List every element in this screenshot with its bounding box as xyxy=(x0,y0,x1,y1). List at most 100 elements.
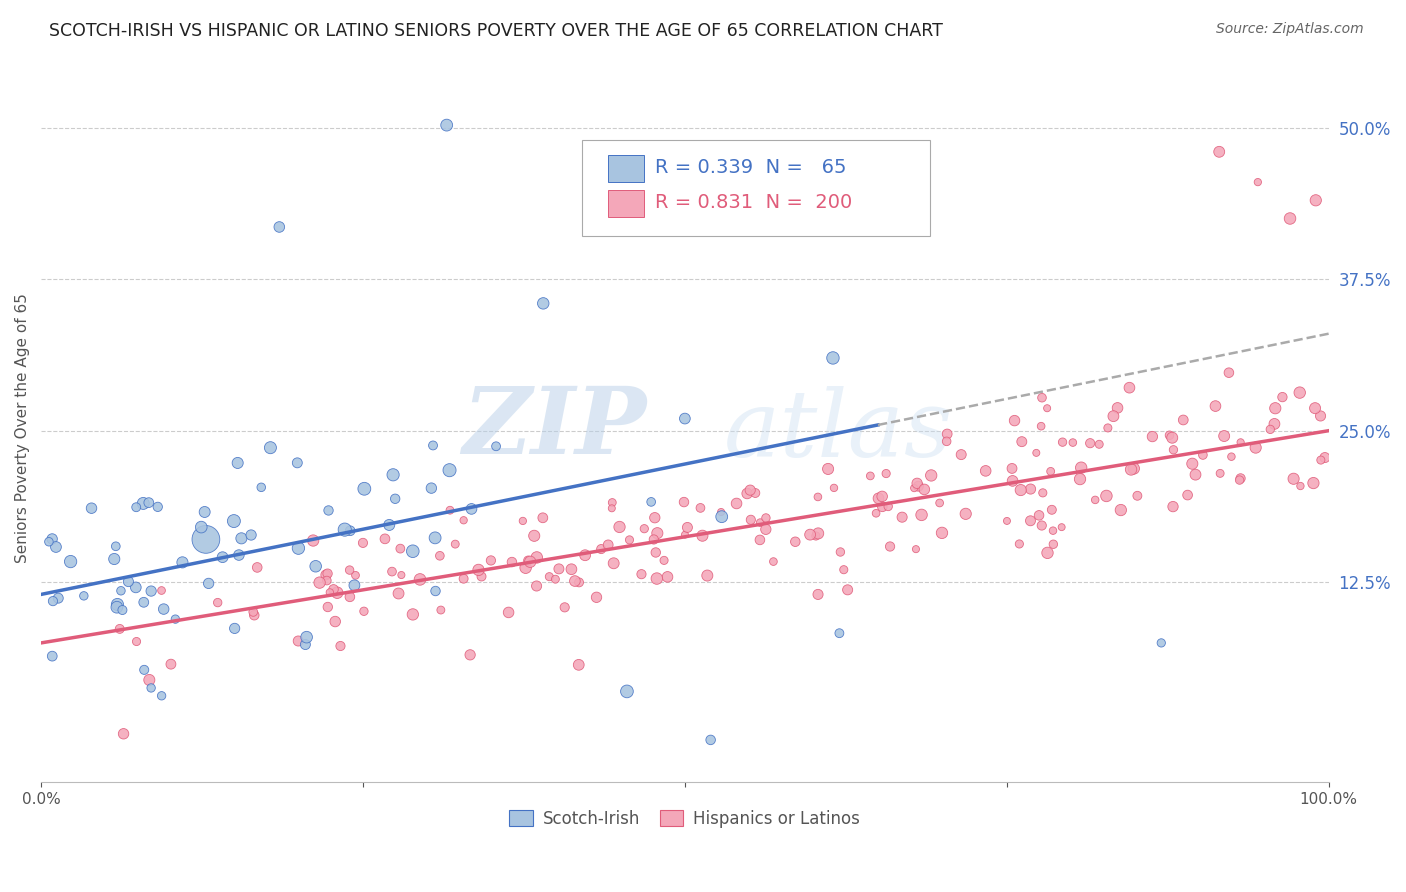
Point xyxy=(422,438,444,452)
Point xyxy=(352,536,374,550)
Point xyxy=(735,486,758,500)
Point xyxy=(302,533,325,548)
Point xyxy=(1025,446,1047,460)
Point xyxy=(1279,211,1302,226)
Point xyxy=(1204,399,1226,413)
Point xyxy=(830,545,852,559)
Point xyxy=(1263,417,1285,431)
Point xyxy=(652,553,675,567)
Point xyxy=(591,542,613,557)
Point xyxy=(554,600,576,615)
Point xyxy=(1309,409,1331,423)
Point xyxy=(1004,414,1026,428)
Point xyxy=(294,638,316,652)
Point xyxy=(224,621,246,635)
Point xyxy=(110,583,132,598)
Point xyxy=(1001,461,1024,475)
Point xyxy=(207,596,229,610)
Point xyxy=(112,727,135,741)
Point xyxy=(458,648,481,662)
Point xyxy=(382,467,405,482)
Point xyxy=(526,579,548,593)
Point xyxy=(828,626,851,640)
Point xyxy=(609,520,631,534)
Point xyxy=(740,483,762,497)
Point xyxy=(287,634,309,648)
Point xyxy=(197,576,219,591)
Point xyxy=(807,526,830,541)
Point xyxy=(523,529,546,543)
Point xyxy=(125,634,148,648)
Point xyxy=(903,481,925,495)
Point xyxy=(287,541,309,556)
Point xyxy=(384,491,406,506)
Point xyxy=(1052,435,1074,450)
Point xyxy=(222,514,245,528)
Point xyxy=(467,563,489,577)
Point xyxy=(501,555,523,569)
Point xyxy=(928,496,950,510)
Point xyxy=(585,591,607,605)
Point xyxy=(600,501,623,516)
Point xyxy=(485,439,508,453)
Point xyxy=(190,520,212,534)
Point xyxy=(322,582,344,597)
Point xyxy=(950,448,973,462)
Point xyxy=(574,548,596,562)
Point xyxy=(132,496,155,510)
Point xyxy=(329,639,352,653)
Point xyxy=(910,508,932,522)
Point xyxy=(519,555,541,569)
Point xyxy=(138,673,160,687)
Point xyxy=(1122,461,1144,475)
Point xyxy=(1181,457,1204,471)
Point xyxy=(725,496,748,510)
Point xyxy=(560,562,582,576)
Point xyxy=(672,495,695,509)
Point xyxy=(315,568,337,582)
Point xyxy=(339,590,361,604)
Point xyxy=(339,563,361,577)
Point xyxy=(172,555,194,569)
Point xyxy=(1218,366,1240,380)
Point xyxy=(920,468,942,483)
Point xyxy=(1177,488,1199,502)
Point xyxy=(1288,385,1310,400)
Point xyxy=(420,481,443,495)
Point xyxy=(246,560,269,574)
Point xyxy=(1107,401,1129,415)
Point xyxy=(1184,467,1206,482)
Point xyxy=(1118,381,1140,395)
Point xyxy=(150,689,173,703)
Point xyxy=(389,568,412,582)
Point xyxy=(160,657,183,672)
Point xyxy=(823,481,845,495)
Point xyxy=(644,510,666,524)
Point xyxy=(544,572,567,586)
Point xyxy=(904,542,927,557)
Point xyxy=(1289,479,1312,493)
Point xyxy=(645,572,668,586)
Point xyxy=(1088,437,1111,451)
Text: atlas: atlas xyxy=(724,386,953,476)
Point xyxy=(710,505,733,519)
Point xyxy=(673,527,696,541)
Point xyxy=(755,522,778,536)
Point xyxy=(498,606,520,620)
Point xyxy=(630,567,652,582)
Point xyxy=(231,532,253,546)
Point xyxy=(389,541,412,556)
Point xyxy=(326,585,349,599)
Point xyxy=(344,568,367,582)
Point xyxy=(1305,194,1327,208)
Point xyxy=(995,514,1018,528)
Point xyxy=(1109,503,1132,517)
Text: R = 0.339  N =   65: R = 0.339 N = 65 xyxy=(655,158,846,177)
Point xyxy=(250,480,273,494)
Point xyxy=(387,586,409,600)
Point xyxy=(425,584,447,599)
Point xyxy=(872,500,894,514)
Point xyxy=(1208,145,1230,159)
Point xyxy=(955,507,977,521)
Point xyxy=(568,575,591,590)
